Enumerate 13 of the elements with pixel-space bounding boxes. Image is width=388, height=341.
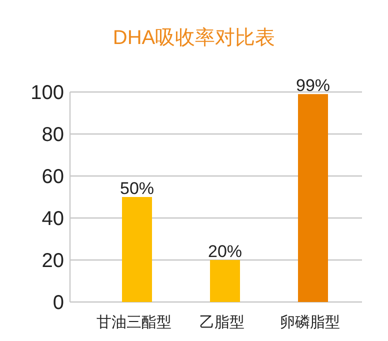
ytick: 80 (42, 124, 64, 146)
ytick: 0 (52, 292, 64, 314)
xtick: 卵磷脂型 (280, 314, 340, 331)
value-label: 20% (208, 242, 242, 261)
ytick: 40 (42, 208, 64, 230)
title: DHA吸收率对比表 (112, 27, 276, 49)
xtick: 乙脂型 (200, 314, 244, 331)
ytick: 100 (30, 82, 64, 104)
value-label: 99% (296, 76, 330, 96)
xtick: 甘油三酯型 (96, 314, 172, 331)
ytick: 20 (42, 250, 64, 272)
ytick: 60 (42, 166, 64, 188)
value-label: 50% (120, 179, 154, 198)
